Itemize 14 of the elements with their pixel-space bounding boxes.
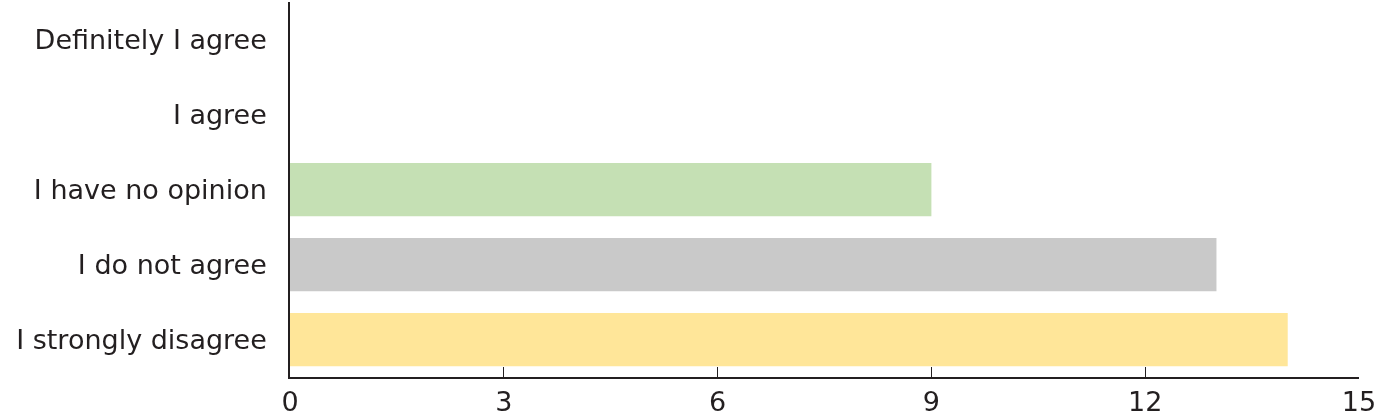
y-tick-label: I have no opinion — [33, 173, 267, 205]
bar — [290, 237, 1217, 292]
y-tick-label: I agree — [172, 98, 267, 130]
y-tick-label: I strongly disagree — [16, 323, 267, 355]
x-tick-label: 6 — [709, 386, 727, 418]
bar — [290, 162, 932, 217]
x-tick-label: 15 — [1341, 386, 1377, 418]
y-tick-label: Definitely I agree — [34, 23, 267, 55]
x-tick-label: 3 — [495, 386, 513, 418]
x-tick-label: 12 — [1128, 386, 1163, 418]
x-tick-label: 9 — [922, 386, 940, 418]
x-tick-label: 0 — [281, 386, 299, 418]
bar — [290, 312, 1288, 367]
y-tick-label: I do not agree — [77, 248, 267, 280]
